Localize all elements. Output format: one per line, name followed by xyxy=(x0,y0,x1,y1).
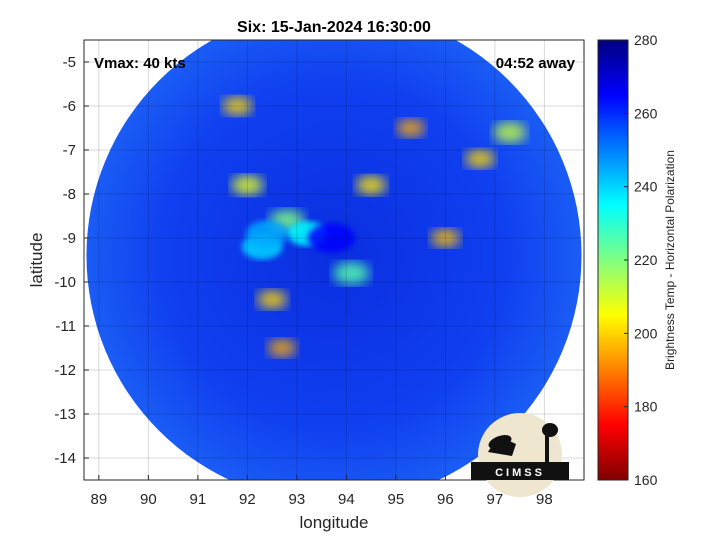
x-tick-label-7: 96 xyxy=(437,491,454,508)
x-tick-label-6: 95 xyxy=(388,491,405,508)
plot-frame xyxy=(83,39,585,481)
x-tick-label-3: 92 xyxy=(239,491,256,508)
y-tick-label-1: -6 xyxy=(63,98,76,115)
cimss-logo-text: CIMSS xyxy=(495,467,545,479)
feature-13 xyxy=(246,220,289,247)
y-tick-label-6: -11 xyxy=(55,318,76,335)
time-offset-annotation: 04:52 away xyxy=(496,55,576,72)
y-tick-label-7: -12 xyxy=(54,362,76,379)
colorbar xyxy=(597,39,629,481)
y-tick-label-0: -5 xyxy=(63,54,76,71)
y-axis-label: latitude xyxy=(27,233,46,288)
chart-title: Six: 15-Jan-2024 16:30:00 xyxy=(237,19,431,36)
x-tick-label-5: 94 xyxy=(338,491,355,508)
colorbar-label: Brightness Temp - Horizontal Polarizatio… xyxy=(663,150,677,370)
x-tick-label-0: 89 xyxy=(91,491,108,508)
y-tick-label-4: -9 xyxy=(63,230,76,247)
feature-4 xyxy=(257,290,288,309)
swath-disc xyxy=(86,40,582,480)
y-tick-label-9: -14 xyxy=(54,450,76,467)
y-tick-label-5: -10 xyxy=(54,274,76,291)
x-tick-label-8: 97 xyxy=(487,491,504,508)
feature-3 xyxy=(465,149,495,169)
feature-10 xyxy=(333,261,370,285)
feature-layer xyxy=(222,96,527,357)
colorbar-tick-label-0: 280 xyxy=(634,32,658,48)
feature-7 xyxy=(231,175,264,196)
x-axis-label: longitude xyxy=(299,513,368,532)
feature-2 xyxy=(430,228,461,248)
feature-6 xyxy=(355,175,387,195)
feature-14 xyxy=(307,223,356,253)
colorbar-tick-label-4: 200 xyxy=(634,325,658,341)
y-tick-label-2: -7 xyxy=(63,142,76,159)
colorbar-tick-label-5: 180 xyxy=(634,399,658,415)
x-tick-label-9: 98 xyxy=(536,491,553,508)
feature-8 xyxy=(493,122,527,143)
x-axis: 89 90 91 92 93 94 95 96 97 98 xyxy=(91,475,553,508)
x-tick-label-1: 90 xyxy=(140,491,157,508)
feature-1 xyxy=(396,119,425,137)
colorbar-tick-label-6: 160 xyxy=(634,472,658,488)
cimss-logo: CIMSS xyxy=(471,413,569,497)
x-tick-label-4: 93 xyxy=(289,491,306,508)
colorbar-axis: 280 260 240 220 200 180 160 xyxy=(624,32,658,488)
colorbar-tick-label-1: 260 xyxy=(634,105,658,121)
feature-5 xyxy=(222,96,253,116)
y-tick-label-8: -13 xyxy=(54,406,76,423)
y-tick-label-3: -8 xyxy=(63,186,76,203)
colorbar-tick-label-3: 220 xyxy=(634,252,658,268)
vmax-annotation: Vmax: 40 kts xyxy=(94,55,186,72)
feature-0 xyxy=(267,339,297,357)
x-tick-label-2: 91 xyxy=(190,491,207,508)
colorbar-tick-label-2: 240 xyxy=(634,179,658,195)
y-axis: -5 -6 -7 -8 -9 -10 -11 -12 -13 -14 xyxy=(54,54,89,467)
